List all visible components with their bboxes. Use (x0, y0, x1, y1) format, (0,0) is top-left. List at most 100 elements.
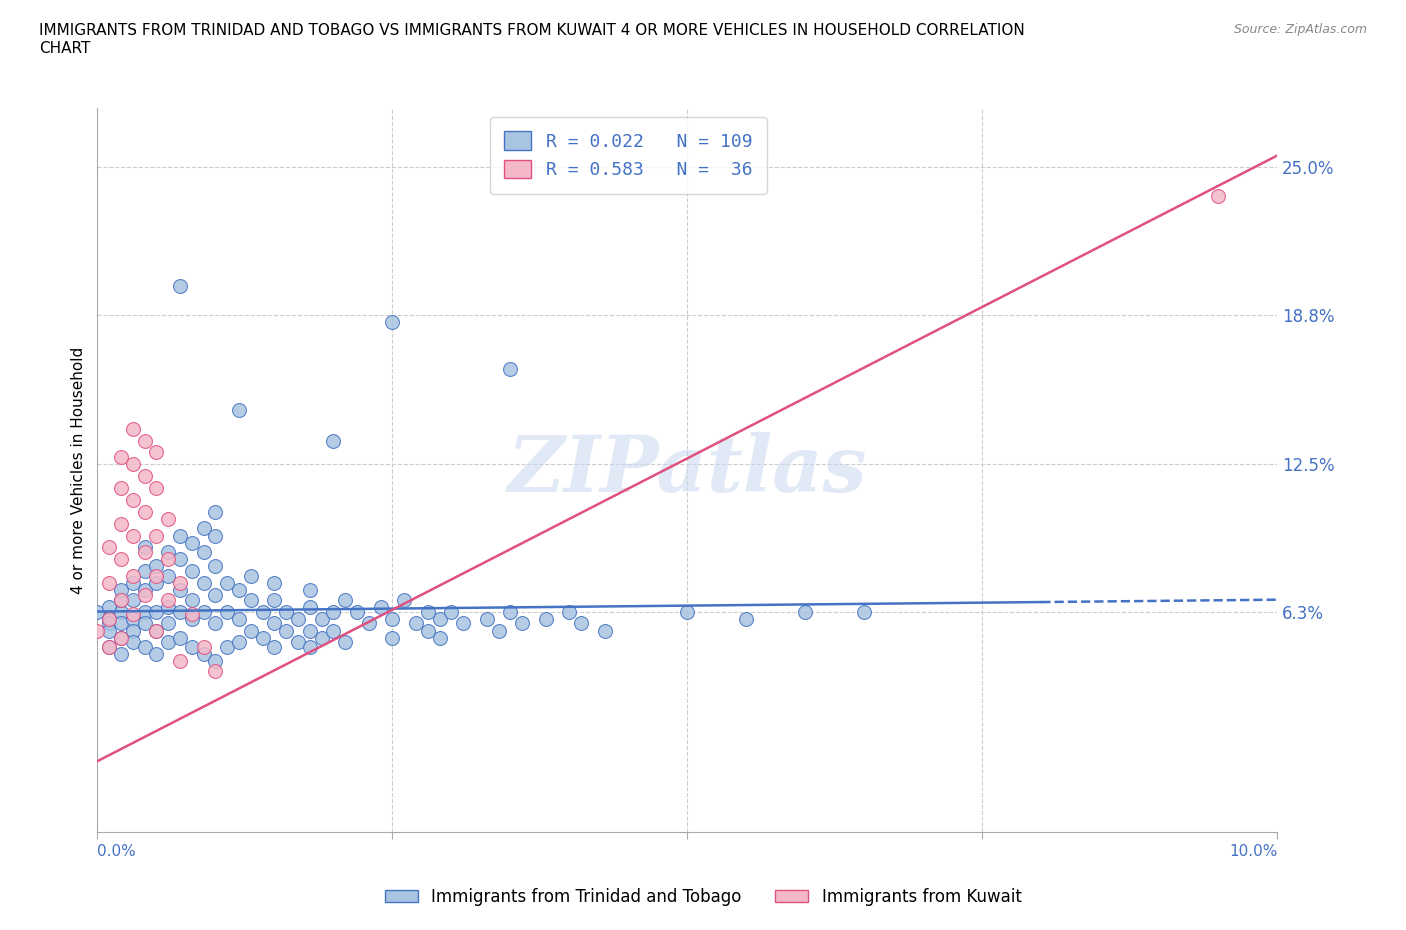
Point (204, 663, 226, 678)
Point (228, 611, 250, 626)
Point (145, 481, 167, 496)
Point (157, 551, 180, 566)
Point (145, 559, 167, 574)
Point (98, 576, 121, 591)
Point (204, 559, 226, 574)
Point (145, 623, 167, 638)
Point (263, 576, 285, 591)
Point (429, 611, 451, 626)
Point (298, 640, 321, 655)
Point (121, 606, 143, 621)
Point (287, 611, 309, 626)
Point (169, 583, 191, 598)
Point (134, 583, 156, 598)
Point (157, 599, 180, 614)
Point (145, 604, 167, 619)
Point (110, 631, 132, 645)
Point (381, 631, 404, 645)
Point (252, 604, 274, 619)
Point (322, 604, 344, 619)
Point (311, 631, 333, 645)
Point (193, 647, 215, 662)
Point (193, 521, 215, 536)
Point (110, 616, 132, 631)
Text: IMMIGRANTS FROM TRINIDAD AND TOBAGO VS IMMIGRANTS FROM KUWAIT 4 OR MORE VEHICLES: IMMIGRANTS FROM TRINIDAD AND TOBAGO VS I… (39, 23, 1025, 56)
Point (134, 564, 156, 578)
Point (239, 592, 262, 607)
Point (145, 528, 167, 543)
Point (510, 616, 533, 631)
Point (298, 623, 321, 638)
Point (98, 623, 121, 638)
Point (121, 457, 143, 472)
Point (110, 516, 132, 531)
Point (145, 576, 167, 591)
Point (180, 564, 202, 578)
Point (145, 445, 167, 459)
Point (193, 545, 215, 560)
Point (180, 536, 202, 551)
Text: Source: ZipAtlas.com: Source: ZipAtlas.com (1233, 23, 1367, 36)
Point (298, 599, 321, 614)
Point (121, 592, 143, 607)
Point (134, 640, 156, 655)
Point (98, 611, 121, 626)
Point (593, 623, 616, 638)
Point (381, 314, 404, 329)
Point (86, 604, 108, 619)
Legend: Immigrants from Trinidad and Tobago, Immigrants from Kuwait: Immigrants from Trinidad and Tobago, Imm… (378, 881, 1028, 912)
Point (392, 592, 415, 607)
Point (228, 402, 250, 417)
Point (357, 616, 380, 631)
Point (405, 616, 427, 631)
Point (735, 611, 758, 626)
Point (193, 576, 215, 591)
Point (298, 583, 321, 598)
Point (180, 592, 202, 607)
Point (252, 631, 274, 645)
Point (169, 604, 191, 619)
Point (98, 640, 121, 655)
Point (204, 616, 226, 631)
Point (98, 611, 121, 626)
Point (416, 623, 439, 638)
Point (145, 647, 167, 662)
Point (475, 611, 498, 626)
Point (180, 611, 202, 626)
Y-axis label: 4 or more Vehicles in Household: 4 or more Vehicles in Household (72, 347, 86, 594)
Point (488, 623, 510, 638)
Point (499, 362, 522, 377)
Text: ZIPatlas: ZIPatlas (508, 432, 868, 509)
Point (121, 623, 143, 638)
Point (134, 504, 156, 519)
Point (499, 604, 522, 619)
Point (134, 540, 156, 555)
Point (416, 604, 439, 619)
Point (1206, 189, 1229, 204)
Point (157, 512, 180, 526)
Point (121, 635, 143, 650)
Point (333, 635, 356, 650)
Point (98, 616, 121, 631)
Point (157, 616, 180, 631)
Point (157, 635, 180, 650)
Point (853, 604, 876, 619)
Point (157, 545, 180, 560)
Point (228, 583, 250, 598)
Point (346, 604, 368, 619)
Point (134, 604, 156, 619)
Point (322, 433, 344, 448)
Point (110, 592, 132, 607)
Point (169, 576, 191, 591)
Point (204, 654, 226, 669)
Point (569, 616, 592, 631)
Point (98, 540, 121, 555)
Point (121, 568, 143, 583)
Point (169, 631, 191, 645)
Point (110, 450, 132, 465)
Point (121, 576, 143, 591)
Point (145, 623, 167, 638)
Point (157, 592, 180, 607)
Point (110, 481, 132, 496)
Point (333, 592, 356, 607)
